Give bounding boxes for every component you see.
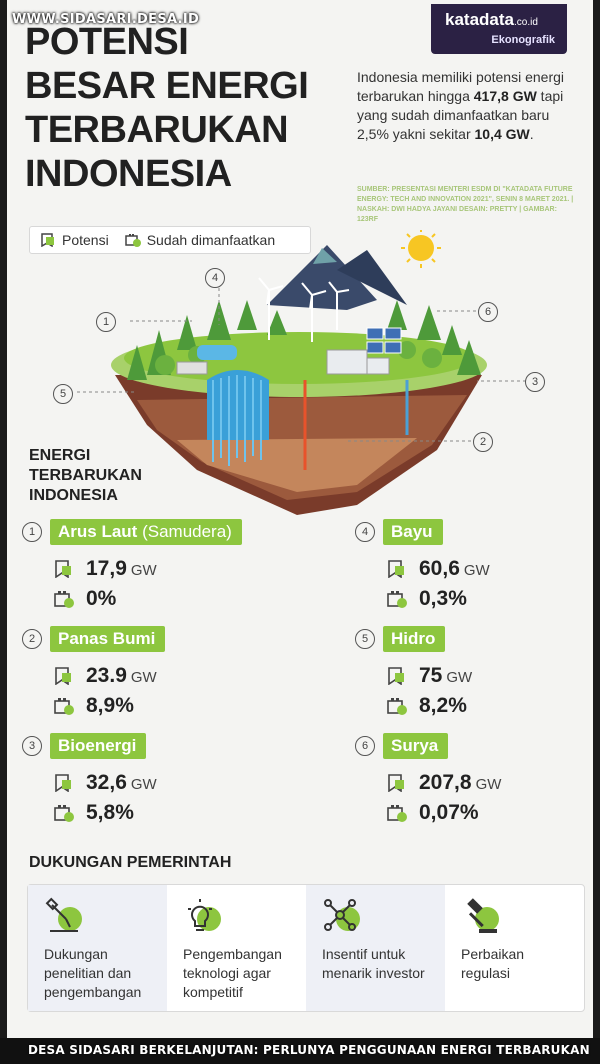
battery-icon	[54, 590, 74, 608]
category-label: Surya	[383, 733, 449, 759]
potential-total: 417,8 GW	[473, 88, 537, 104]
callout-5: 5	[53, 384, 73, 404]
support-item-research: Dukungan penelitian dan pengembangan	[28, 885, 167, 1011]
category-number: 3	[22, 736, 42, 756]
support-panel: Dukungan penelitian dan pengembangan Pen…	[27, 884, 585, 1012]
support-item-incentive: Insentif untuk menarik investor	[306, 885, 445, 1011]
lightbulb-icon	[183, 897, 225, 937]
used-row: 0,3%	[387, 587, 467, 611]
category-label: Arus Laut (Samudera)	[50, 519, 242, 545]
category-label: Bayu	[383, 519, 443, 545]
floating-island-illustration	[77, 230, 532, 515]
category-number: 6	[355, 736, 375, 756]
bookmark-icon	[54, 560, 74, 579]
intro-text: Indonesia memiliki potensi energi terbar…	[357, 69, 564, 142]
bookmark-icon	[54, 774, 74, 793]
bookmark-icon	[40, 233, 56, 248]
network-icon	[322, 897, 364, 937]
battery-icon	[387, 697, 407, 715]
legend-potential: Potensi	[40, 232, 109, 248]
used-row: 5,8%	[54, 801, 134, 825]
used-row: 0,07%	[387, 801, 479, 825]
section-title: ENERGI TERBARUKAN INDONESIA	[29, 447, 142, 504]
site-watermark: WWW.SIDASARI.DESA.ID	[12, 12, 200, 27]
potential-row: 23.9 GW	[54, 664, 157, 688]
battery-icon	[387, 804, 407, 822]
brand-name: katadata.co.id	[445, 10, 538, 29]
category-bioenergi: 3 Bioenergi 32,6 GW 5,8%	[22, 733, 282, 833]
category-panas-bumi: 2 Panas Bumi 23.9 GW 8,9%	[22, 626, 282, 726]
callout-6: 6	[478, 302, 498, 322]
category-bayu: 4 Bayu 60,6 GW 0,3%	[355, 519, 585, 619]
used-row: 0%	[54, 587, 116, 611]
category-arus-laut: 1 Arus Laut (Samudera) 17,9 GW 0%	[22, 519, 282, 619]
page-title: POTENSI BESAR ENERGI TERBARUKAN INDONESI…	[25, 21, 309, 195]
used-total: 10,4 GW	[474, 126, 530, 142]
potential-row: 75 GW	[387, 664, 472, 688]
support-item-regulation: Perbaikan regulasi	[445, 885, 584, 1011]
category-number: 5	[355, 629, 375, 649]
potential-row: 207,8 GW	[387, 771, 501, 795]
category-label: Panas Bumi	[50, 626, 166, 652]
sun-icon	[401, 230, 441, 268]
used-row: 8,9%	[54, 694, 134, 718]
potential-row: 17,9 GW	[54, 557, 157, 581]
legend: Potensi Sudah dimanfaatkan	[29, 226, 311, 254]
legend-used: Sudah dimanfaatkan	[124, 232, 275, 248]
solar-panel-icon	[366, 327, 402, 354]
category-number: 4	[355, 522, 375, 542]
caption-text: DESA SIDASARI BERKELANJUTAN: PERLUNYA PE…	[28, 1043, 590, 1057]
wind-turbine-icon	[258, 277, 350, 342]
battery-icon	[54, 697, 74, 715]
microscope-icon	[44, 897, 86, 937]
category-label: Bioenergi	[50, 733, 147, 759]
category-number: 1	[22, 522, 42, 542]
gavel-icon	[461, 897, 503, 937]
bookmark-icon	[387, 667, 407, 686]
caption-bar	[0, 1038, 600, 1064]
battery-icon	[387, 590, 407, 608]
bookmark-icon	[387, 774, 407, 793]
callout-4: 4	[205, 268, 225, 288]
battery-icon	[54, 804, 74, 822]
brand-sub: Ekonografik	[491, 34, 555, 46]
potential-row: 60,6 GW	[387, 557, 490, 581]
bookmark-icon	[54, 667, 74, 686]
used-row: 8,2%	[387, 694, 467, 718]
battery-icon	[124, 233, 141, 247]
callout-1: 1	[96, 312, 116, 332]
support-title: DUKUNGAN PEMERINTAH	[29, 854, 232, 871]
infographic: katadata.co.id Ekonografik POTENSI BESAR…	[7, 0, 593, 1064]
bookmark-icon	[387, 560, 407, 579]
callout-3: 3	[525, 372, 545, 392]
katadata-logo[interactable]: katadata.co.id Ekonografik	[431, 4, 567, 54]
category-label: Hidro	[383, 626, 446, 652]
category-surya: 6 Surya 207,8 GW 0,07%	[355, 733, 585, 833]
source-credit: SUMBER: PRESENTASI MENTERI ESDM DI "KATA…	[357, 186, 574, 223]
support-item-technology: Pengembangan teknologi agar kompetitif	[167, 885, 306, 1011]
category-hidro: 5 Hidro 75 GW 8,2%	[355, 626, 585, 726]
category-number: 2	[22, 629, 42, 649]
potential-row: 32,6 GW	[54, 771, 157, 795]
callout-2: 2	[473, 432, 493, 452]
